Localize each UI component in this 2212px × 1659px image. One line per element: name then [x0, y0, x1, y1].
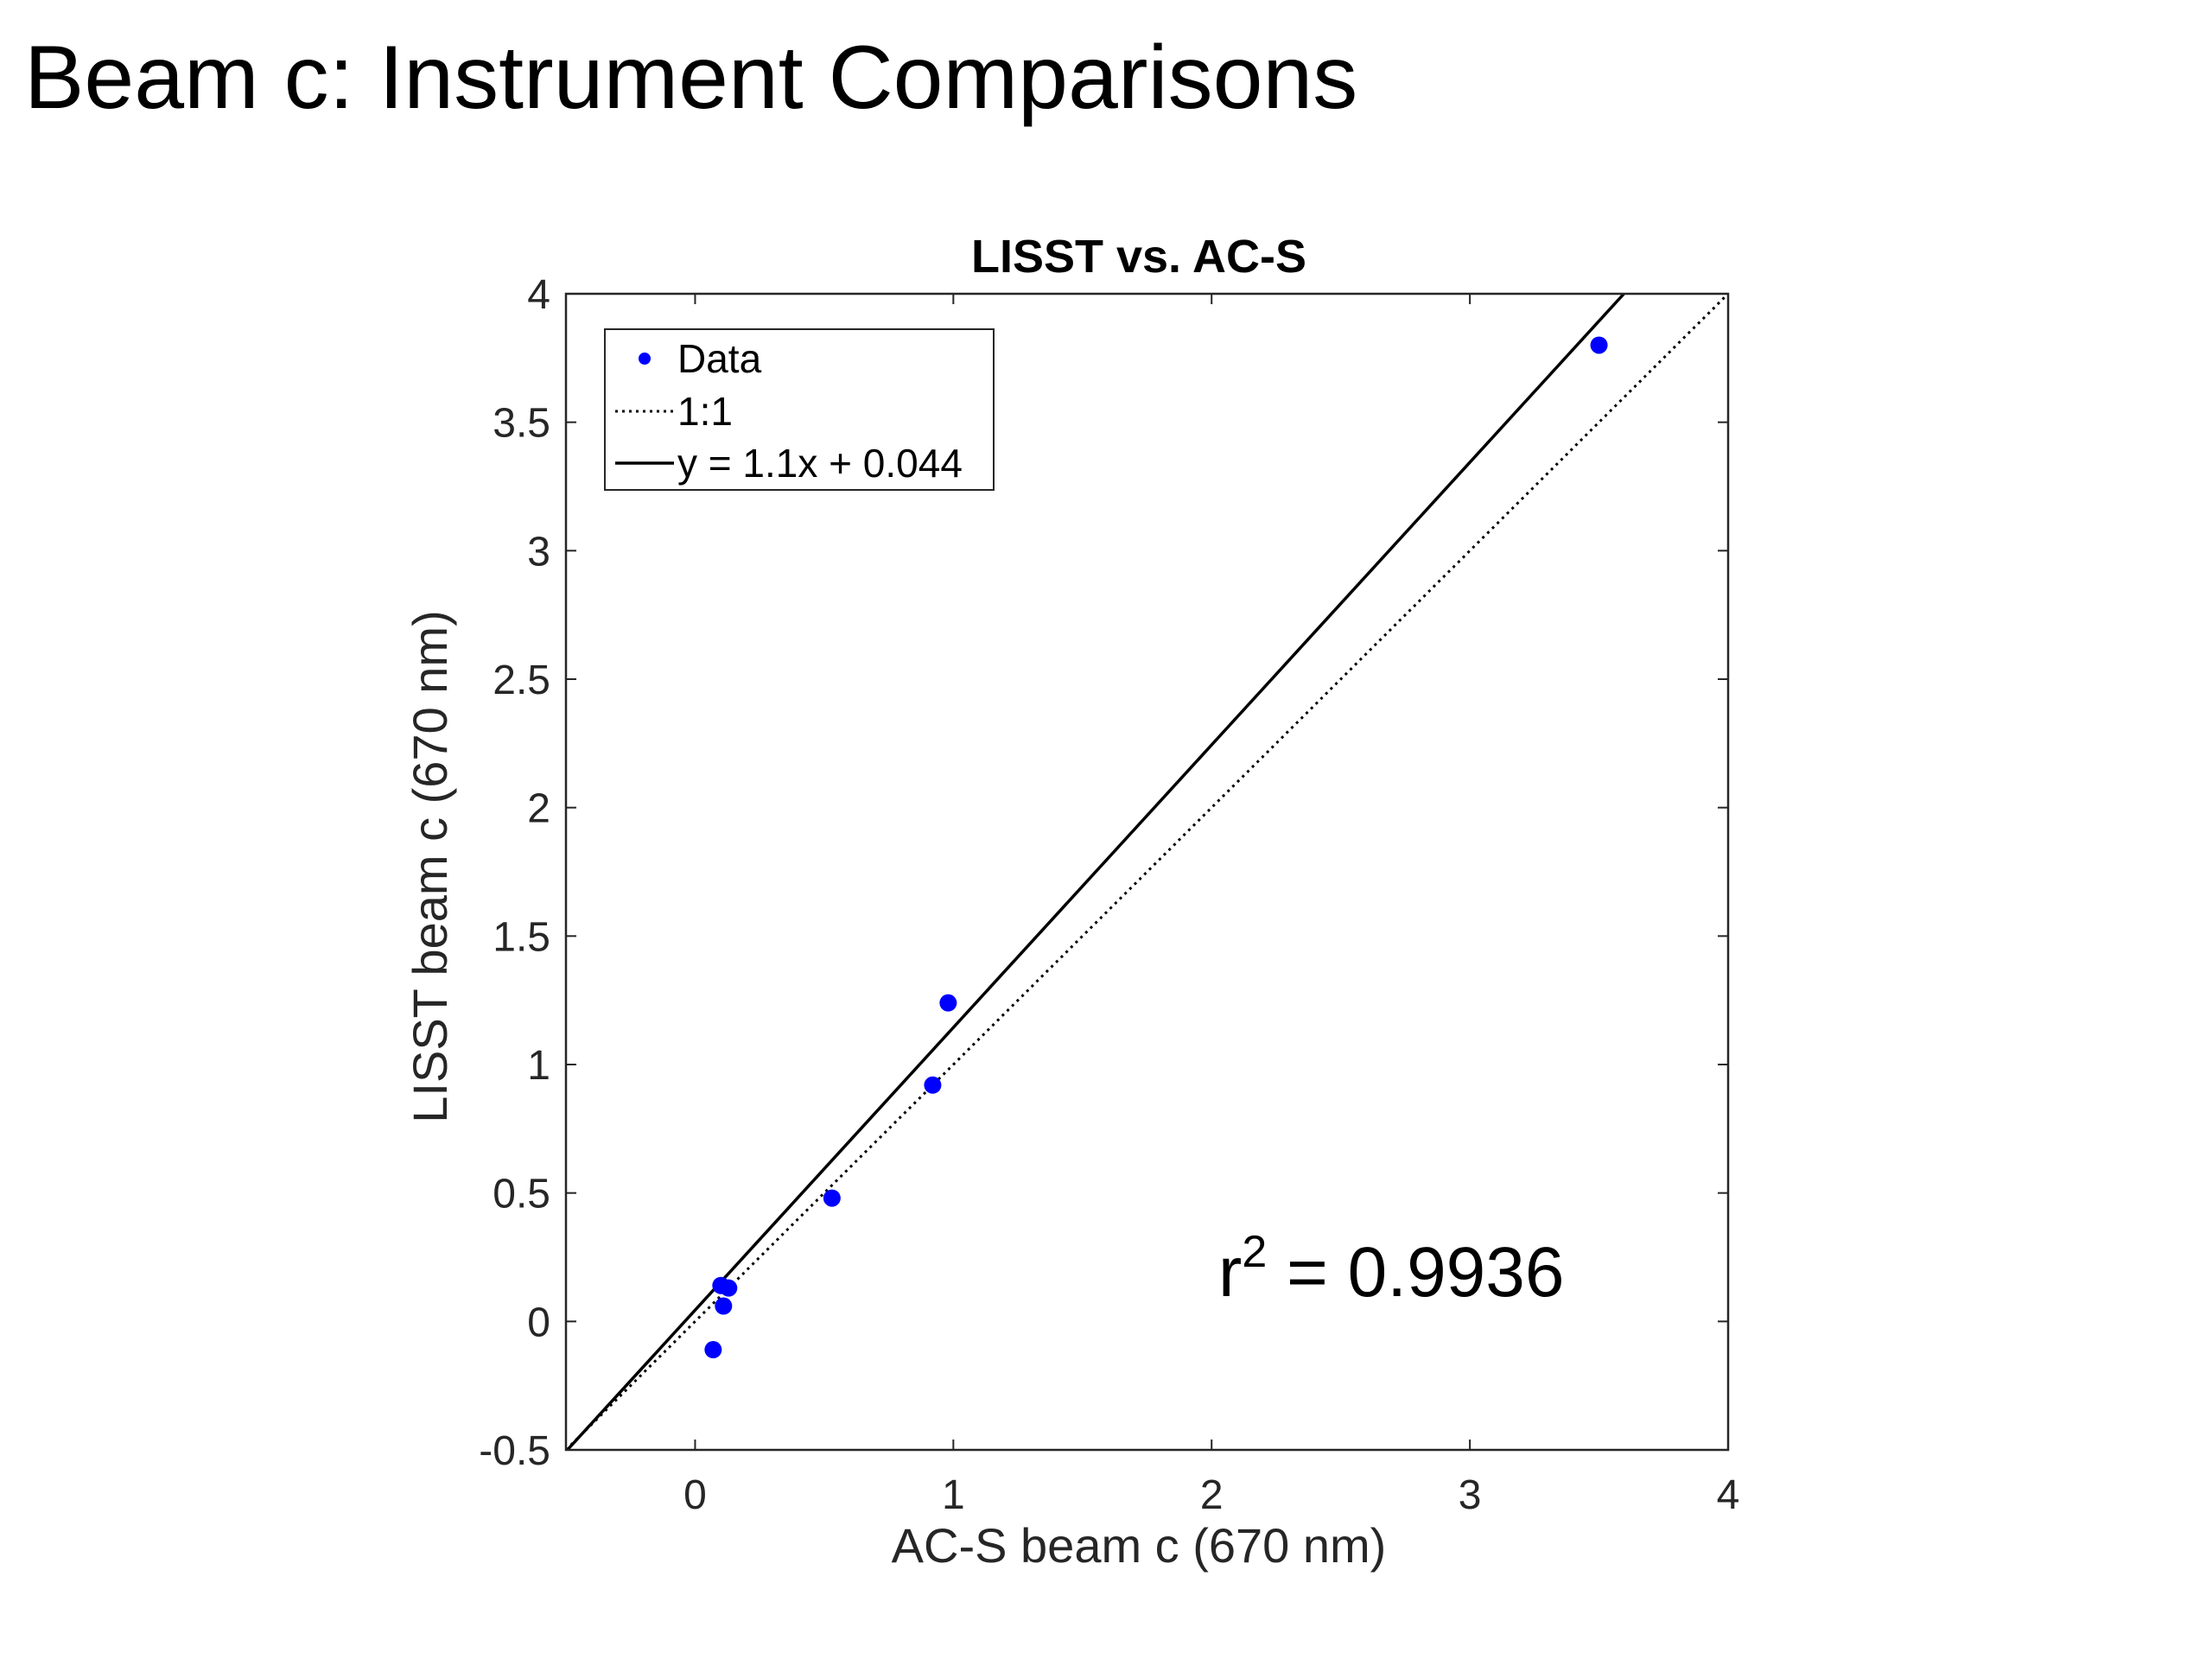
x-axis: 0 1 2 3 4 — [683, 294, 1739, 1518]
x-tick-label: 1 — [942, 1472, 965, 1518]
y-axis: -0.5 0 0.5 1 1.5 2 2.5 3 3.5 4 — [479, 272, 1728, 1474]
y-tick-label: 1 — [527, 1043, 550, 1089]
regression-line — [566, 292, 1625, 1452]
data-point — [704, 1341, 722, 1359]
r-squared-base: r — [1218, 1233, 1242, 1312]
x-tick-label: 2 — [1200, 1472, 1224, 1518]
legend: Data 1:1 y = 1.1x + 0.044 — [604, 328, 995, 491]
data-point — [939, 994, 957, 1012]
y-tick-label: 3 — [527, 529, 550, 575]
r-squared-exponent: 2 — [1242, 1227, 1267, 1277]
x-axis-label: AC-S beam c (670 nm) — [892, 1518, 1387, 1573]
data-point — [924, 1076, 942, 1094]
y-tick-label: 1.5 — [493, 914, 550, 960]
y-axis-label: LISST beam c (670 nm) — [403, 610, 457, 1122]
y-tick-label: 4 — [527, 272, 550, 318]
data-point — [715, 1297, 733, 1315]
plot-frame — [564, 292, 1730, 1452]
legend-label-data: Data — [677, 336, 762, 381]
x-tick-label: 3 — [1459, 1472, 1482, 1518]
y-tick-label: 2.5 — [493, 658, 550, 703]
legend-data-marker — [639, 353, 651, 365]
legend-label-one-to-one: 1:1 — [677, 389, 733, 434]
r-squared-value: = 0.9936 — [1267, 1233, 1564, 1312]
legend-label-fit: y = 1.1x + 0.044 — [677, 441, 963, 486]
y-tick-label: 2 — [527, 786, 550, 832]
y-tick-label: 3.5 — [493, 401, 550, 447]
y-tick-label: 0.5 — [493, 1172, 550, 1217]
data-point — [720, 1279, 738, 1297]
plot-lines — [564, 292, 1730, 1452]
y-tick-label: 0 — [527, 1300, 550, 1345]
data-markers — [704, 336, 1608, 1359]
chart-title: LISST vs. AC-S — [971, 231, 1306, 283]
x-tick-label: 4 — [1717, 1472, 1740, 1518]
data-point — [823, 1189, 841, 1207]
data-point — [1590, 336, 1608, 354]
y-tick-label: -0.5 — [479, 1428, 550, 1474]
r-squared-annotation: r2 = 0.9936 — [1218, 1227, 1565, 1312]
x-tick-label: 0 — [683, 1472, 707, 1518]
slide-title: Beam c: Instrument Comparisons — [24, 28, 1358, 128]
